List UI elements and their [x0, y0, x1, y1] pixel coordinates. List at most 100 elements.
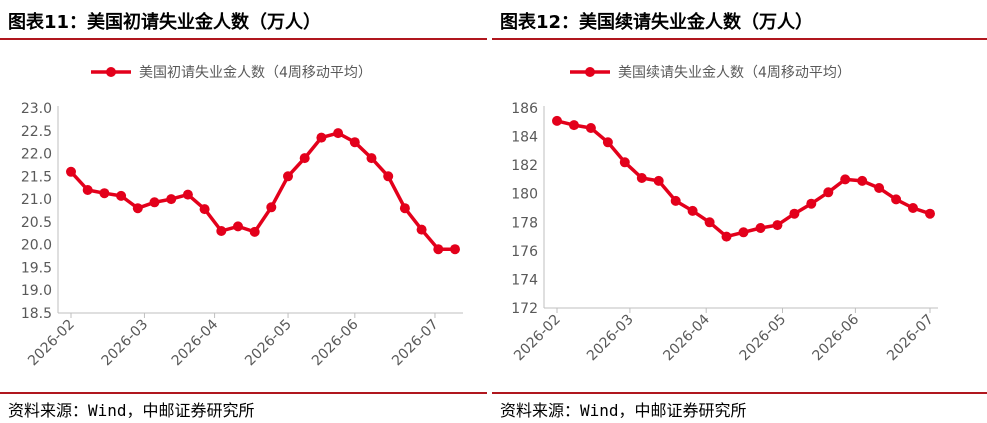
source-note: 资料来源：Wind，中邮证券研究所 [500, 401, 747, 420]
y-tick-label: 22.5 [21, 124, 52, 140]
data-point [182, 189, 193, 200]
continuing-claims-chart: 美国续请失业金人数（4周移动平均） 186 184 182 180 178 176 174 17… [511, 64, 938, 365]
chart-panel-continuing-claims: 图表12：美国续请失业金人数（万人） 美国续请失业金人数（4周移动平均） 186 1… [492, 0, 987, 423]
initial-claims-chart: 美国初请失业金人数（4周移动平均） 23.0 22.5 22.0 21.5 21.0 20.… [21, 64, 463, 370]
y-tick-label: 18.5 [21, 306, 52, 322]
data-point [602, 137, 613, 148]
data-point [82, 185, 93, 195]
data-point [569, 120, 579, 131]
data-point [857, 175, 868, 186]
data-point [316, 132, 327, 143]
y-tick-label: 20.0 [21, 238, 52, 254]
legend: 美国初请失业金人数（4周移动平均） [91, 64, 372, 81]
data-point [738, 227, 749, 238]
data-point [283, 171, 293, 182]
data-point [216, 226, 227, 236]
x-tick-label: 2026-03 [584, 312, 637, 365]
x-tick-label: 2026-02 [511, 312, 564, 365]
legend-label: 美国续请失业金人数（4周移动平均） [618, 64, 851, 81]
data-point [670, 195, 681, 206]
data-point [249, 226, 260, 237]
data-point [99, 188, 110, 199]
data-point [116, 190, 127, 201]
legend-label: 美国初请失业金人数（4周移动平均） [139, 64, 372, 81]
x-tick-label: 2026-06 [309, 316, 362, 369]
y-tick-label: 21.5 [21, 169, 52, 185]
y-tick-label: 184 [511, 130, 538, 146]
data-point [299, 153, 310, 164]
y-tick-label: 21.0 [21, 192, 52, 208]
x-tick-label: 2026-04 [169, 316, 222, 369]
data-point [416, 224, 427, 235]
data-point [704, 217, 715, 228]
y-tick-label: 174 [511, 272, 538, 288]
y-tick-label: 172 [511, 301, 538, 317]
data-point [552, 115, 562, 126]
data-point [925, 208, 935, 219]
data-point [366, 153, 377, 164]
x-axis: 2026-02 2026-03 2026-04 2026-05 2026-06 2026-… [511, 307, 938, 365]
legend-marker [585, 67, 595, 77]
y-tick-label: 23.0 [21, 101, 52, 117]
title-rule [0, 38, 487, 40]
y-tick-label: 180 [511, 187, 538, 203]
data-point [619, 157, 630, 168]
x-tick-label: 2026-05 [242, 317, 295, 370]
data-point [433, 244, 444, 255]
data-point [199, 204, 210, 215]
data-point [874, 183, 885, 193]
y-axis: 186 184 182 180 178 176 174 172 [511, 101, 545, 317]
data-point [450, 244, 460, 255]
x-axis: 2026-02 2026-03 2026-04 2026-05 2026-06 2026-… [25, 312, 463, 370]
data-point [806, 198, 817, 209]
data-point [585, 123, 596, 133]
x-tick-label: 2026-02 [25, 317, 78, 370]
chart-title: 图表11：美国初请失业金人数（万人） [8, 12, 322, 33]
y-tick-label: 19.0 [21, 283, 52, 299]
series-markers [552, 115, 935, 242]
data-point [636, 173, 647, 183]
chart-panel-initial-claims: 图表11：美国初请失业金人数（万人） 美国初请失业金人数（4周移动平均） 23.0… [0, 0, 487, 423]
data-point [399, 203, 410, 214]
x-tick-label: 2026-05 [737, 312, 790, 365]
data-point [166, 194, 177, 205]
x-tick-label: 2026-04 [660, 311, 713, 364]
data-point [132, 203, 143, 214]
data-point [349, 137, 360, 148]
data-point [687, 205, 698, 216]
y-tick-label: 176 [511, 244, 538, 260]
y-tick-label: 22.0 [21, 147, 52, 163]
x-tick-label: 2026-06 [810, 311, 863, 364]
title-rule [492, 38, 987, 40]
data-point [266, 202, 277, 213]
legend: 美国续请失业金人数（4周移动平均） [570, 64, 851, 81]
data-point [755, 223, 766, 233]
y-tick-label: 186 [511, 101, 538, 117]
y-axis: 23.0 22.5 22.0 21.5 21.0 20.5 20.0 19.5 19.0 18.5 [21, 101, 59, 322]
data-point [772, 220, 783, 231]
data-point [789, 208, 800, 219]
legend-marker [106, 67, 116, 77]
data-point [823, 187, 834, 198]
source-rule [492, 392, 987, 394]
data-point [840, 174, 851, 185]
data-point [908, 203, 918, 213]
data-point [233, 221, 243, 232]
data-point [653, 175, 664, 186]
data-point [333, 128, 344, 139]
series-line [69, 131, 455, 251]
source-rule [0, 392, 487, 394]
data-point [149, 197, 160, 208]
x-tick-label: 2026-07 [389, 317, 442, 370]
x-tick-label: 2026-03 [99, 317, 152, 370]
y-tick-label: 178 [511, 215, 538, 231]
y-tick-label: 182 [511, 158, 538, 174]
data-point [383, 171, 394, 182]
data-point [891, 194, 902, 205]
series-markers [66, 128, 460, 255]
x-tick-label: 2026-07 [884, 312, 937, 365]
source-note: 资料来源：Wind，中邮证券研究所 [8, 401, 255, 420]
y-tick-label: 20.5 [21, 215, 52, 231]
y-tick-label: 19.5 [21, 260, 52, 276]
chart-title: 图表12：美国续请失业金人数（万人） [500, 12, 814, 33]
